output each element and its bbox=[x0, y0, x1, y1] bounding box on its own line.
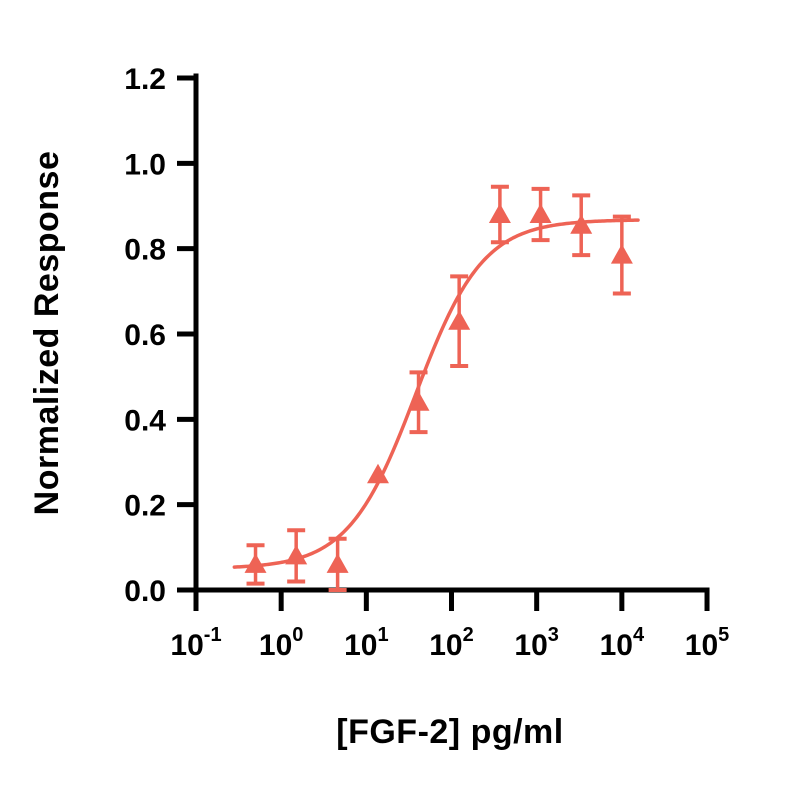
data-point-marker bbox=[610, 244, 633, 264]
x-tick-label: 105 bbox=[685, 624, 730, 662]
x-tick-label: 103 bbox=[514, 624, 559, 662]
y-tick-label: 0.2 bbox=[124, 490, 166, 523]
y-tick-label: 0.0 bbox=[124, 575, 166, 608]
data-point-marker bbox=[488, 203, 511, 223]
data-point-marker bbox=[407, 391, 430, 411]
y-tick-label: 0.6 bbox=[124, 319, 166, 352]
x-tick-label: 102 bbox=[429, 624, 474, 662]
fit-curve bbox=[232, 218, 640, 569]
data-points-layer bbox=[244, 203, 633, 573]
data-point-marker bbox=[570, 214, 593, 234]
x-tick-label: 101 bbox=[344, 624, 389, 662]
y-tick-label: 1.2 bbox=[124, 63, 166, 96]
x-axis-title: [FGF-2] pg/ml bbox=[336, 713, 563, 751]
data-point-marker bbox=[326, 553, 349, 573]
error-bars-layer bbox=[246, 184, 631, 592]
y-tick-label: 0.4 bbox=[124, 404, 166, 437]
y-axis: 0.0 0.2 0.4 0.6 0.8 1.0 1.2 bbox=[124, 63, 199, 608]
y-axis-title: Normalized Response bbox=[28, 151, 66, 516]
y-tick-label: 0.8 bbox=[124, 234, 166, 267]
fit-curve-layer bbox=[232, 218, 640, 569]
x-tick-label: 10-1 bbox=[170, 624, 221, 662]
x-axis: 10-1 100 101 102 103 104 105 bbox=[170, 587, 730, 662]
data-point-marker bbox=[529, 203, 552, 223]
x-tick-label: 104 bbox=[600, 624, 645, 662]
data-point-marker bbox=[448, 310, 471, 330]
x-tick-label: 100 bbox=[259, 624, 304, 662]
data-point-marker bbox=[244, 553, 267, 573]
data-point-marker bbox=[285, 544, 308, 565]
y-tick-label: 1.0 bbox=[124, 148, 166, 181]
data-point-marker bbox=[367, 463, 389, 484]
